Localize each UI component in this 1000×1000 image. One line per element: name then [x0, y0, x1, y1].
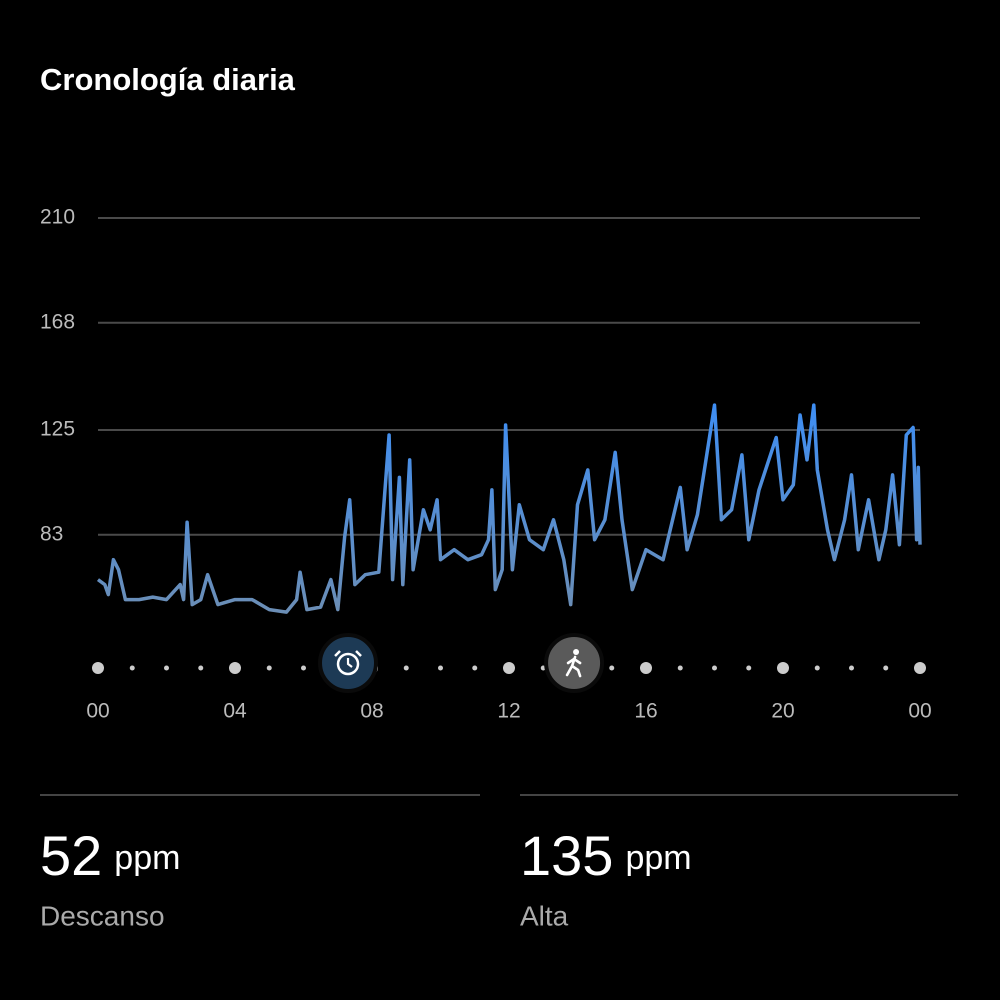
stat-value: 52 ppm [40, 824, 180, 887]
minor-tick [403, 665, 409, 671]
x-tick [914, 662, 926, 674]
minor-tick [129, 665, 135, 671]
x-tick [229, 662, 241, 674]
minor-tick [438, 665, 443, 671]
minor-tick [609, 665, 615, 671]
minor-tick [677, 665, 683, 671]
minor-tick [814, 665, 820, 671]
x-tick [503, 662, 515, 674]
walker-head [573, 649, 580, 655]
stat-number: 135 [520, 824, 613, 887]
x-tick [777, 662, 789, 674]
stat-label: Alta [520, 900, 569, 931]
minor-tick [883, 665, 889, 671]
x-tick-label: 00 [908, 700, 931, 723]
stat-number: 52 [40, 824, 102, 887]
clock-face [336, 652, 360, 676]
x-tick-label: 20 [771, 700, 794, 723]
x-tick [640, 662, 652, 674]
stat-value: 135 ppm [520, 824, 692, 887]
title: Cronología diaria [40, 62, 296, 97]
x-tick-label: 12 [497, 700, 520, 723]
x-tick-label: 08 [360, 700, 383, 723]
stat-label: Descanso [40, 900, 165, 931]
minor-tick [746, 665, 752, 671]
heart-rate-line [96, 403, 922, 614]
stat-unit: ppm [114, 839, 180, 877]
minor-tick [472, 665, 478, 671]
y-tick-label: 210 [40, 206, 75, 229]
event-marker [318, 633, 379, 693]
clock-bells [334, 650, 362, 657]
y-tick-label: 168 [40, 310, 75, 333]
walker-body [565, 655, 582, 678]
stat-unit: ppm [625, 839, 691, 877]
minor-tick [198, 665, 204, 671]
x-tick-label: 04 [223, 700, 247, 723]
y-tick-label: 125 [40, 418, 75, 441]
minor-tick [849, 665, 854, 671]
minor-tick [712, 665, 717, 671]
minor-tick [301, 665, 306, 671]
x-tick-label: 00 [86, 700, 109, 723]
x-tick [92, 662, 104, 674]
minor-tick [164, 665, 169, 671]
minor-tick [266, 665, 272, 671]
event-marker [544, 633, 605, 693]
y-tick-label: 83 [40, 522, 63, 545]
clock-hands [346, 658, 353, 668]
x-tick-label: 16 [634, 700, 657, 723]
